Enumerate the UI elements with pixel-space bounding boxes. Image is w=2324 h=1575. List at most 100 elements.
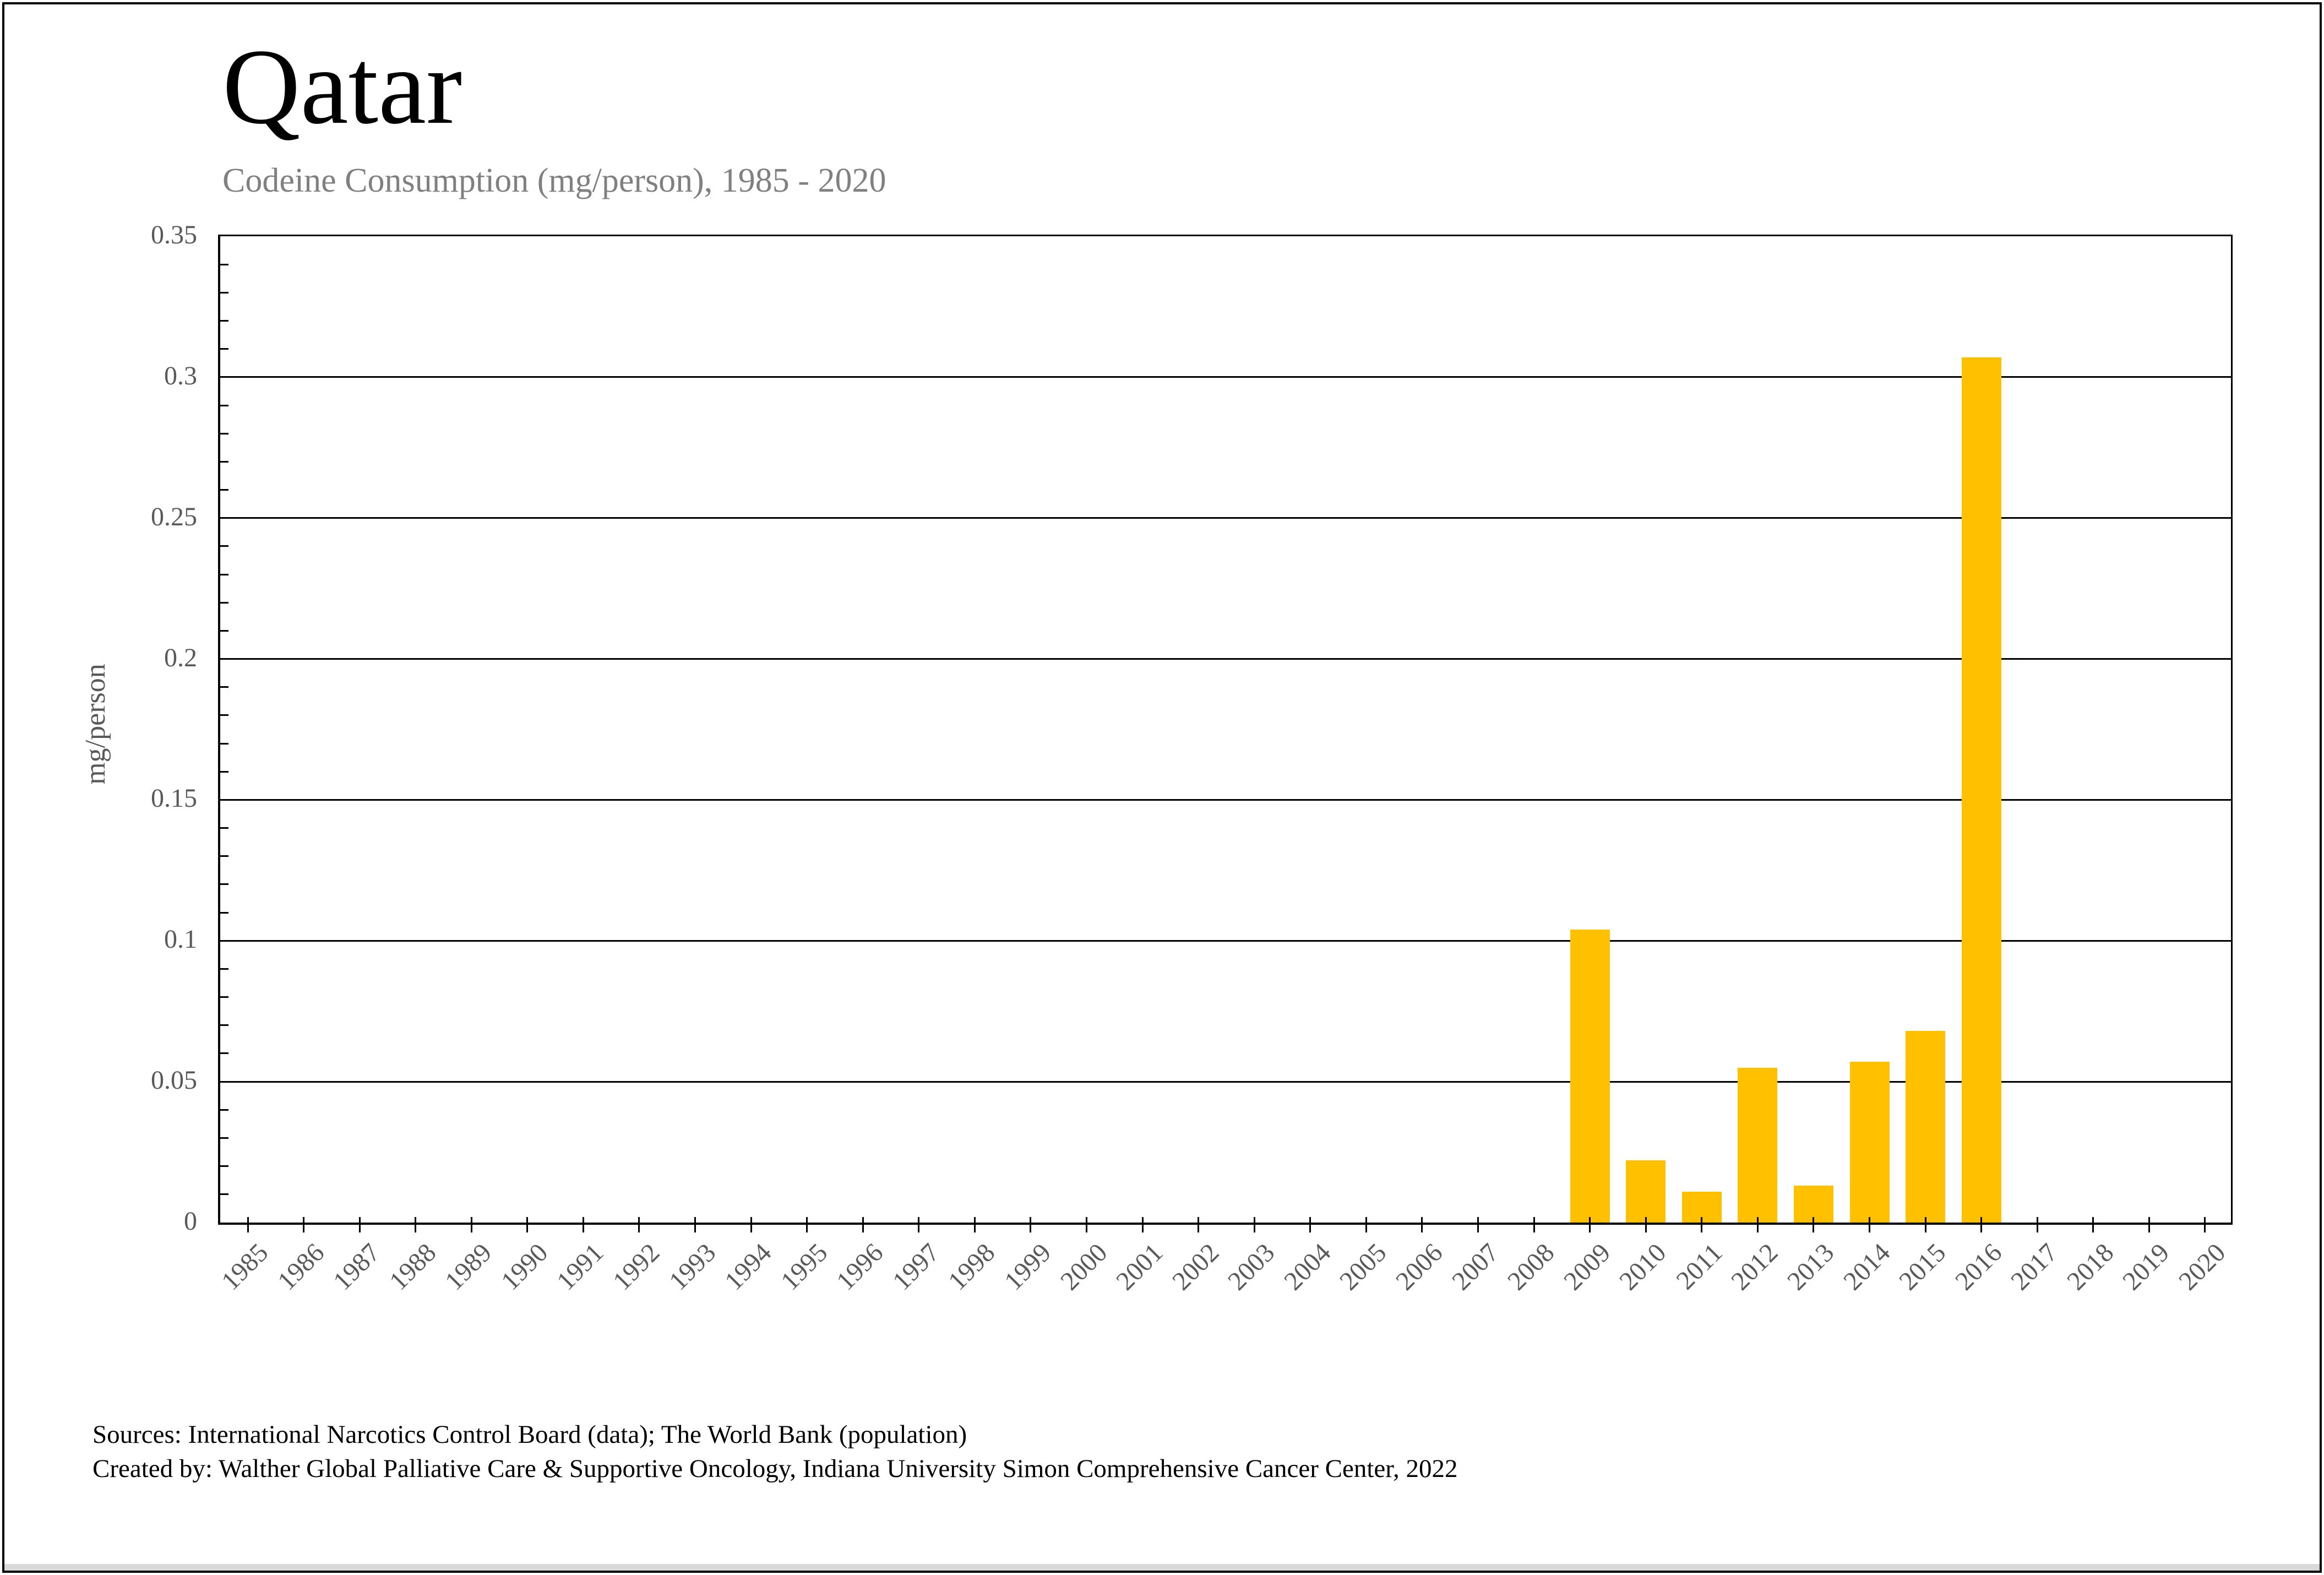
y-minor-tick [220,1193,228,1196]
x-tick-label-2012: 2012 [1726,1237,1784,1296]
x-tick-label-1985: 1985 [215,1237,274,1296]
y-minor-tick [220,1052,228,1055]
x-tick-1993 [694,1217,696,1232]
x-tick-2014 [1869,1217,1871,1232]
y-minor-tick [220,291,228,294]
y-minor-tick [220,320,228,322]
plot-area [218,235,2233,1225]
bar-2016 [1961,357,2001,1223]
x-tick-label-1999: 1999 [998,1237,1057,1296]
x-tick-2020 [2204,1217,2206,1232]
x-tick-label-1997: 1997 [886,1237,945,1296]
x-tick-label-2015: 2015 [1893,1237,1952,1296]
x-tick-1985 [247,1217,249,1232]
x-tick-2000 [1086,1217,1088,1232]
chart-subtitle: Codeine Consumption (mg/person), 1985 - … [222,162,886,199]
x-tick-1989 [470,1217,472,1232]
x-tick-label-2002: 2002 [1166,1237,1225,1296]
x-tick-label-1993: 1993 [663,1237,721,1296]
y-minor-tick [220,263,228,265]
y-minor-tick [220,573,228,575]
y-axis-title: mg/person [80,664,111,785]
y-minor-tick [220,996,228,998]
bar-2012 [1738,1067,1778,1223]
x-tick-2013 [1813,1217,1815,1232]
x-tick-label-2006: 2006 [1390,1237,1449,1296]
bar-2015 [1906,1031,1946,1223]
y-minor-tick [220,968,228,970]
x-tick-label-1987: 1987 [328,1237,386,1296]
y-tick-label-0.1: 0.1 [164,925,197,954]
source-line-1: Sources: International Narcotics Control… [92,1420,967,1449]
x-tick-label-1988: 1988 [383,1237,442,1296]
x-tick-label-1989: 1989 [439,1237,498,1296]
y-minor-tick [220,855,228,857]
x-tick-label-1986: 1986 [271,1237,330,1296]
x-tick-2018 [2092,1217,2094,1232]
y-minor-tick [220,629,228,632]
x-tick-2015 [1924,1217,1926,1232]
x-tick-1987 [358,1217,361,1232]
chart-title: Qatar [222,27,462,146]
y-minor-tick [220,1109,228,1111]
bar-2010 [1626,1160,1666,1223]
y-minor-tick [220,714,228,716]
y-minor-tick [220,911,228,914]
x-tick-1988 [415,1217,417,1232]
gridline-0.30 [220,376,2231,378]
y-tick-label-0.25: 0.25 [151,502,197,531]
x-tick-label-2004: 2004 [1278,1237,1337,1296]
bar-2014 [1849,1062,1890,1223]
x-tick-1994 [750,1217,752,1232]
y-minor-tick [220,1165,228,1167]
x-tick-2001 [1141,1217,1144,1232]
x-tick-2007 [1477,1217,1479,1232]
gridline-0.15 [220,799,2231,801]
y-minor-tick [220,545,228,547]
x-tick-2008 [1533,1217,1535,1232]
x-tick-label-2001: 2001 [1111,1237,1169,1296]
gridline-0.10 [220,939,2231,942]
y-minor-tick [220,883,228,886]
x-tick-2010 [1645,1217,1647,1232]
bottom-strip [4,1564,2320,1571]
x-tick-2011 [1701,1217,1703,1232]
y-minor-tick [220,827,228,829]
x-tick-label-2018: 2018 [2061,1237,2120,1296]
source-line-2: Created by: Walther Global Palliative Ca… [92,1454,1458,1483]
y-minor-tick [220,742,228,745]
y-minor-tick [220,489,228,491]
y-minor-tick [220,460,228,463]
y-minor-tick [220,404,228,406]
source-block: Sources: International Narcotics Control… [92,1418,1458,1486]
x-tick-label-2014: 2014 [1837,1237,1896,1296]
x-tick-label-2008: 2008 [1502,1237,1560,1296]
x-tick-2019 [2148,1217,2150,1232]
x-tick-label-2003: 2003 [1222,1237,1281,1296]
x-tick-1991 [582,1217,584,1232]
y-minor-tick [220,348,228,350]
x-tick-1999 [1030,1217,1032,1232]
x-tick-1990 [526,1217,529,1232]
y-minor-tick [220,1137,228,1139]
x-tick-1996 [862,1217,864,1232]
x-tick-2004 [1309,1217,1311,1232]
y-tick-label-0.05: 0.05 [151,1066,197,1095]
x-tick-label-2009: 2009 [1558,1237,1617,1296]
x-tick-label-1992: 1992 [607,1237,666,1296]
y-minor-tick [220,1024,228,1027]
x-tick-label-1990: 1990 [495,1237,554,1296]
x-tick-2016 [1980,1217,1983,1232]
y-minor-tick [220,686,228,688]
x-tick-label-2016: 2016 [1949,1237,2008,1296]
x-tick-label-2013: 2013 [1781,1237,1840,1296]
x-tick-label-2019: 2019 [2117,1237,2175,1296]
x-tick-label-2010: 2010 [1614,1237,1672,1296]
x-tick-2009 [1589,1217,1591,1232]
bar-2009 [1570,929,1610,1223]
x-tick-1998 [973,1217,976,1232]
x-tick-1995 [806,1217,808,1232]
x-tick-label-2005: 2005 [1334,1237,1392,1296]
y-tick-label-0.15: 0.15 [151,784,197,813]
x-tick-label-1998: 1998 [943,1237,1001,1296]
